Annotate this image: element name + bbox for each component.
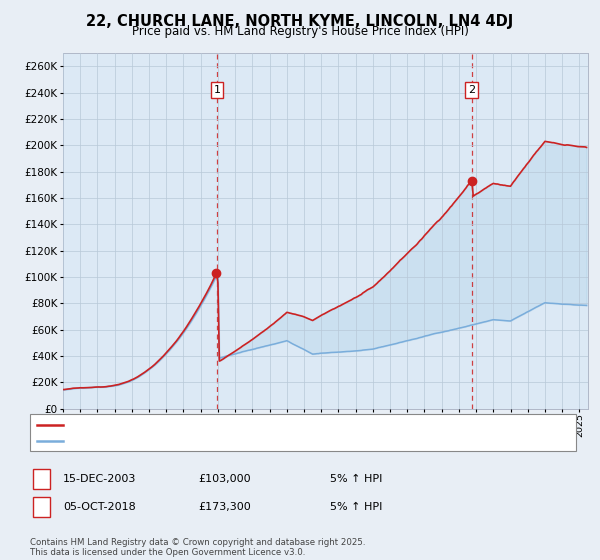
Text: 1: 1 [38, 474, 45, 484]
HPI: Average price, semi-detached house, North Kesteven: (2.01e+03, 4.35e+04): Average price, semi-detached house, Nort… [343, 348, 350, 355]
Text: 2: 2 [468, 85, 475, 95]
HPI: Average price, semi-detached house, North Kesteven: (2e+03, 1.44e+04): Average price, semi-detached house, Nort… [59, 386, 67, 393]
22, CHURCH LANE, NORTH KYME, LINCOLN, LN4 4DJ (semi-detached house) [111, 382, 118, 389]
HPI: Average price, semi-detached house, North Kesteven: (2.02e+03, 5.99e+04): Average price, semi-detached house, Nort… [448, 326, 455, 333]
Text: 15-DEC-2003: 15-DEC-2003 [63, 474, 136, 484]
HPI: Average price, semi-detached house, North Kesteven: (2e+03, 3.15e+04): Average price, semi-detached house, Nort… [148, 364, 155, 371]
Text: 22, CHURCH LANE, NORTH KYME, LINCOLN, LN4 4DJ: 22, CHURCH LANE, NORTH KYME, LINCOLN, LN… [86, 14, 514, 29]
Text: 5% ↑ HPI: 5% ↑ HPI [330, 474, 382, 484]
Line: 22, CHURCH LANE, NORTH KYME, LINCOLN, LN4 4DJ (semi-detached house): 22, CHURCH LANE, NORTH KYME, LINCOLN, LN… [63, 141, 587, 390]
HPI: Average price, semi-detached house, North Kesteven: (2e+03, 4.55e+04): Average price, semi-detached house, Nort… [167, 346, 174, 352]
Text: £173,300: £173,300 [198, 502, 251, 512]
Text: 22, CHURCH LANE, NORTH KYME, LINCOLN, LN4 4DJ (semi-detached house): 22, CHURCH LANE, NORTH KYME, LINCOLN, LN… [66, 419, 442, 430]
Text: 2: 2 [38, 502, 45, 512]
22, CHURCH LANE, NORTH KYME, LINCOLN, LN4 4DJ (semi-detached house) [446, 204, 454, 211]
22, CHURCH LANE, NORTH KYME, LINCOLN, LN4 4DJ (semi-detached house) [418, 236, 425, 242]
HPI: Average price, semi-detached house, North Kesteven: (2.02e+03, 5.47e+04): Average price, semi-detached house, Nort… [419, 333, 427, 340]
Text: Contains HM Land Registry data © Crown copyright and database right 2025.
This d: Contains HM Land Registry data © Crown c… [30, 538, 365, 557]
22, CHURCH LANE, NORTH KYME, LINCOLN, LN4 4DJ (semi-detached house) [541, 138, 548, 144]
HPI: Average price, semi-detached house, North Kesteven: (2e+03, 1.03e+05): Average price, semi-detached house, Nort… [214, 269, 221, 276]
Text: 1: 1 [214, 85, 221, 95]
22, CHURCH LANE, NORTH KYME, LINCOLN, LN4 4DJ (semi-detached house) [342, 300, 349, 306]
22, CHURCH LANE, NORTH KYME, LINCOLN, LN4 4DJ (semi-detached house) [167, 344, 174, 351]
22, CHURCH LANE, NORTH KYME, LINCOLN, LN4 4DJ (semi-detached house) [59, 386, 67, 393]
Text: 5% ↑ HPI: 5% ↑ HPI [330, 502, 382, 512]
Line: HPI: Average price, semi-detached house, North Kesteven: HPI: Average price, semi-detached house,… [63, 273, 587, 390]
Text: £103,000: £103,000 [198, 474, 251, 484]
22, CHURCH LANE, NORTH KYME, LINCOLN, LN4 4DJ (semi-detached house) [583, 144, 590, 151]
Text: HPI: Average price, semi-detached house, North Kesteven: HPI: Average price, semi-detached house,… [66, 436, 355, 446]
Text: Price paid vs. HM Land Registry's House Price Index (HPI): Price paid vs. HM Land Registry's House … [131, 25, 469, 38]
22, CHURCH LANE, NORTH KYME, LINCOLN, LN4 4DJ (semi-detached house) [148, 363, 155, 370]
HPI: Average price, semi-detached house, North Kesteven: (2e+03, 1.76e+04): Average price, semi-detached house, Nort… [111, 382, 118, 389]
Text: 05-OCT-2018: 05-OCT-2018 [63, 502, 136, 512]
HPI: Average price, semi-detached house, North Kesteven: (2.03e+03, 7.85e+04): Average price, semi-detached house, Nort… [583, 302, 590, 309]
